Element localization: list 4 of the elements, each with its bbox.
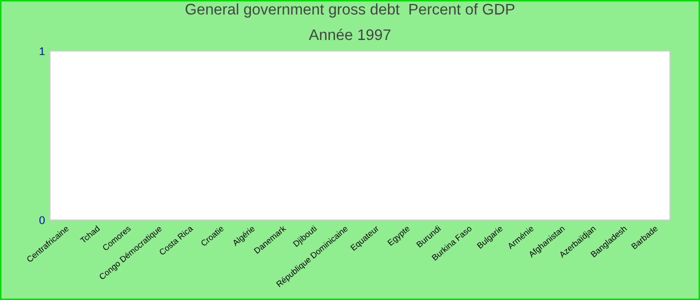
chart-subtitle: Année 1997 [308, 28, 390, 40]
chart-title: General government gross debt Percent of GDP [186, 3, 514, 18]
y-tick-label: 0 [39, 216, 45, 224]
y-tick-label: 1 [40, 47, 45, 56]
